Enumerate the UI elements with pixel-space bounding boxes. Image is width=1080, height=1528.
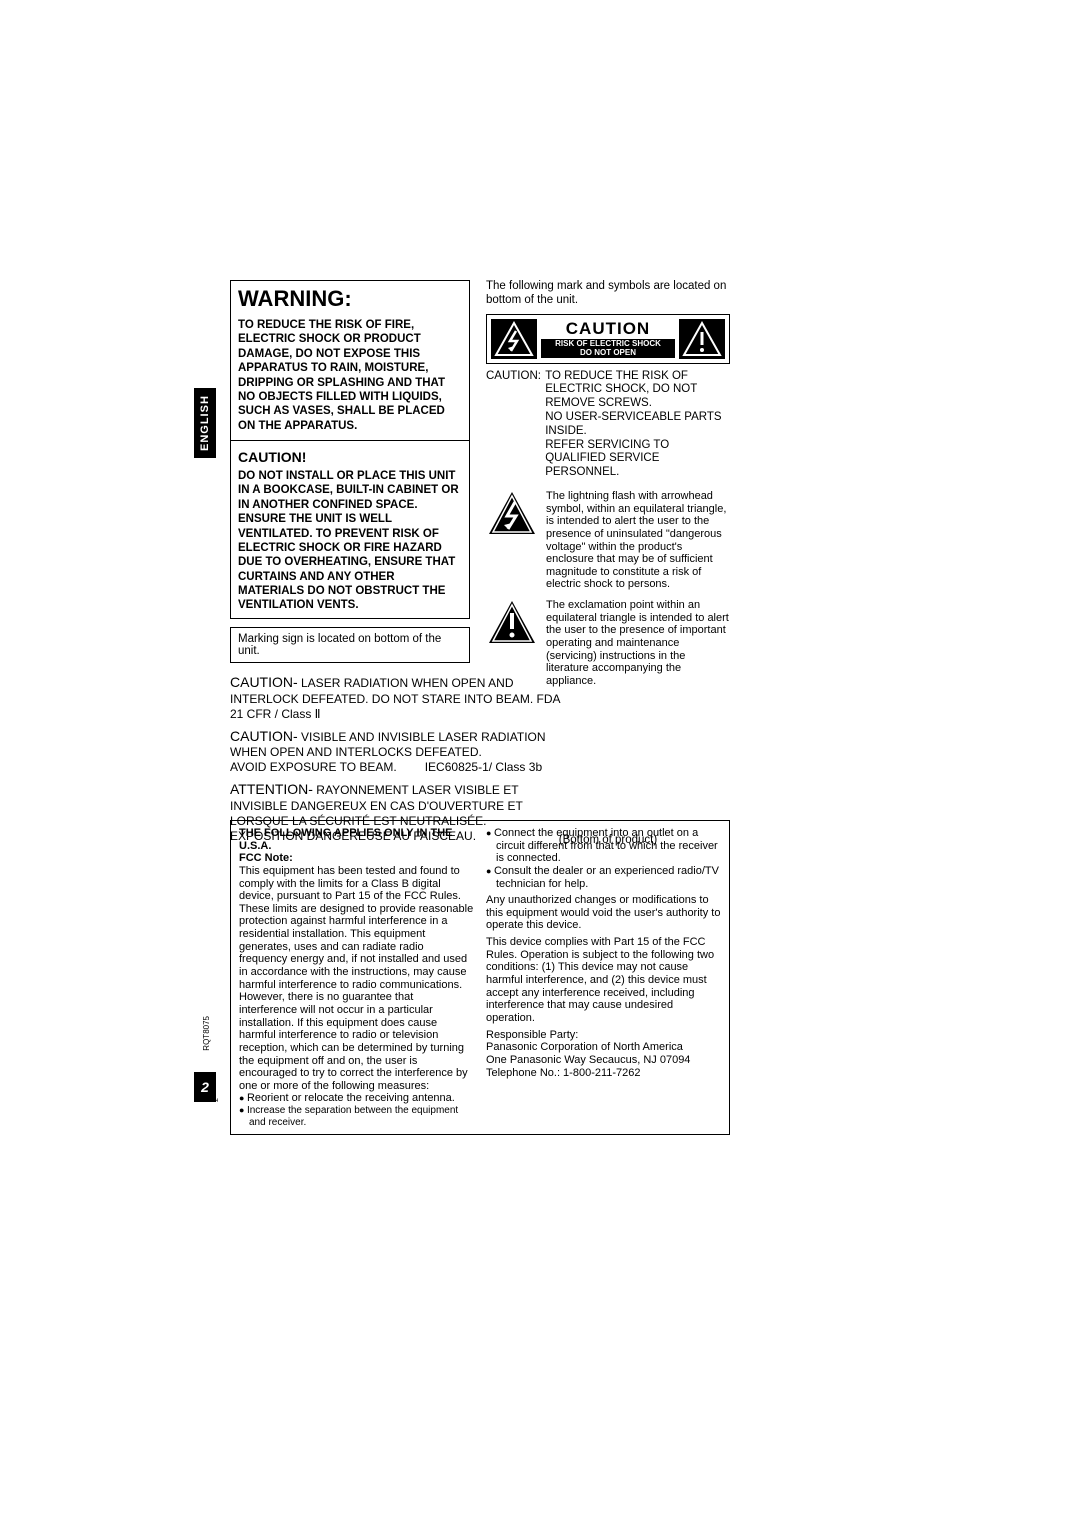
fcc-responsible-party-label: Responsible Party: — [486, 1029, 721, 1042]
lightning-triangle-icon — [491, 319, 537, 359]
fcc-left-column: THE FOLLOWING APPLIES ONLY IN THE U.S.A.… — [239, 827, 474, 1128]
laser-caution-1: CAUTION- LASER RADIATION WHEN OPEN AND I… — [230, 674, 570, 722]
left-column: WARNING: TO REDUCE THE RISK OF FIRE, ELE… — [230, 280, 470, 663]
lightning-description: The lightning flash with arrowhead symbo… — [546, 490, 730, 591]
fcc-subheading: FCC Note: — [239, 852, 474, 865]
warning-title: WARNING: — [238, 286, 462, 312]
fcc-bullet-separation: Increase the separation between the equi… — [239, 1105, 474, 1128]
language-tab: ENGLISH — [194, 388, 216, 458]
caution-label-center: CAUTION RISK OF ELECTRIC SHOCKDO NOT OPE… — [541, 319, 675, 359]
warning-box: WARNING: TO REDUCE THE RISK OF FIRE, ELE… — [230, 280, 470, 619]
fcc-bullet-consult: Consult the dealer or an experienced rad… — [486, 865, 721, 890]
document-code: RQT8075 — [202, 1016, 211, 1051]
fcc-responsible-party-body: Panasonic Corporation of North America O… — [486, 1041, 721, 1079]
caution-body: DO NOT INSTALL OR PLACE THIS UNIT IN A B… — [238, 469, 462, 613]
exclamation-icon — [486, 599, 538, 645]
exclamation-description: The exclamation point within an equilate… — [546, 599, 730, 687]
exclamation-triangle-icon — [679, 319, 725, 359]
warning-body: TO REDUCE THE RISK OF FIRE, ELECTRIC SHO… — [238, 318, 462, 433]
lightning-symbol-row: The lightning flash with arrowhead symbo… — [486, 490, 730, 591]
caution-label-plate: CAUTION RISK OF ELECTRIC SHOCKDO NOT OPE… — [486, 314, 730, 364]
caution-label-bar: RISK OF ELECTRIC SHOCKDO NOT OPEN — [541, 339, 675, 359]
laser-caution-2: CAUTION- VISIBLE AND INVISIBLE LASER RAD… — [230, 728, 570, 776]
fcc-heading: THE FOLLOWING APPLIES ONLY IN THE U.S.A. — [239, 827, 474, 852]
lightning-icon — [486, 490, 538, 536]
fcc-bullet-reorient: Reorient or relocate the receiving anten… — [239, 1092, 474, 1105]
caution-block: CAUTION! DO NOT INSTALL OR PLACE THIS UN… — [238, 449, 462, 613]
fcc-unauthorized-changes: Any unauthorized changes or modification… — [486, 894, 721, 932]
caution-label-big: CAUTION — [541, 319, 675, 339]
caution-title: CAUTION! — [238, 449, 462, 465]
fcc-body-text: This equipment has been tested and found… — [239, 865, 474, 1093]
small-page-number: 2 — [213, 1098, 220, 1102]
fcc-note-box: THE FOLLOWING APPLIES ONLY IN THE U.S.A.… — [230, 820, 730, 1135]
caution-servicing-body: TO REDUCE THE RISK OF ELECTRIC SHOCK, DO… — [545, 370, 725, 480]
fcc-bullet-outlet: Connect the equipment into an outlet on … — [486, 827, 721, 865]
fcc-part15-compliance: This device complies with Part 15 of the… — [486, 936, 721, 1024]
caution-label-word: CAUTION: — [486, 370, 542, 384]
caution-servicing-text: CAUTION: TO REDUCE THE RISK OF ELECTRIC … — [486, 370, 730, 480]
fcc-right-column: Connect the equipment into an outlet on … — [486, 827, 721, 1128]
marking-note: Marking sign is located on bottom of the… — [230, 627, 470, 663]
mark-location-note: The following mark and symbols are locat… — [486, 280, 730, 308]
